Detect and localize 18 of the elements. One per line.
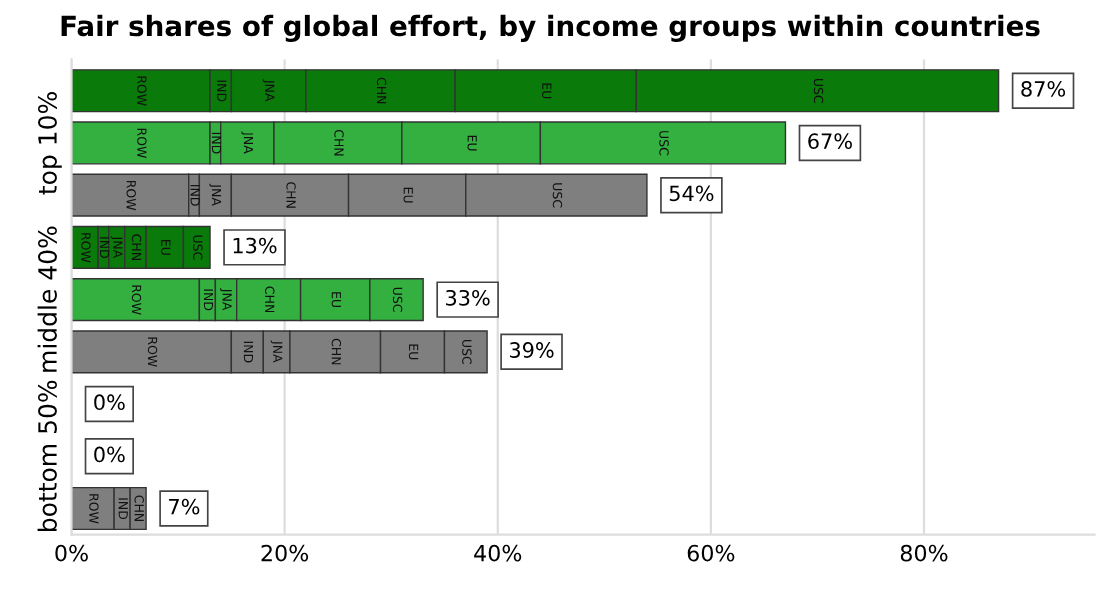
total-label: 67% — [808, 133, 852, 149]
y-tick-label: top 10% — [38, 92, 62, 195]
total-label: 13% — [233, 237, 277, 254]
total-label: 0% — [94, 446, 125, 463]
x-tick-label: 0% — [55, 544, 88, 562]
y-tick-label: middle 40% — [37, 226, 57, 372]
x-tick-label: 20% — [261, 544, 309, 562]
chart-title: Fair shares of global effort, by income groups within countries — [61, 14, 1040, 42]
y-tick-label: bottom 50% — [37, 380, 57, 531]
total-label: 39% — [509, 342, 554, 358]
total-label: 0% — [94, 394, 125, 411]
x-tick-label: 40% — [474, 544, 522, 562]
total-label: 87% — [1021, 81, 1066, 97]
total-label: 54% — [669, 185, 714, 202]
total-label: 33% — [446, 289, 490, 306]
total-label: 7% — [169, 498, 200, 515]
x-tick-label: 80% — [900, 544, 948, 562]
x-tick-label: 60% — [687, 544, 735, 562]
